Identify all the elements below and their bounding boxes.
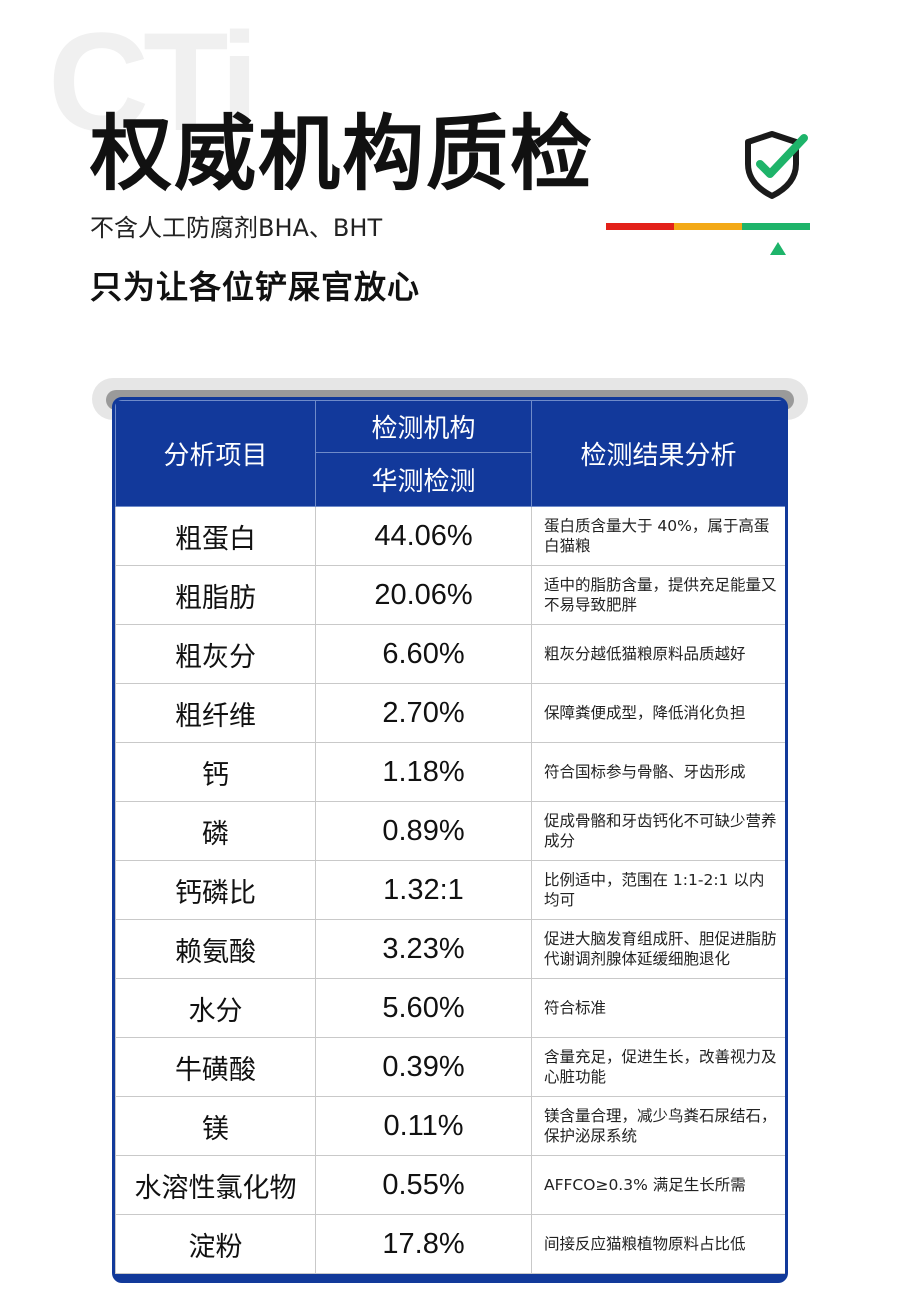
table-row: 水溶性氯化物 0.55% AFFCO≥0.3% 满足生长所需 — [115, 1155, 785, 1215]
header-item: 分析项目 — [115, 400, 316, 507]
row-item: 粗脂肪 — [115, 565, 316, 625]
table-row: 镁 0.11% 镁含量合理，减少鸟粪石尿结石，保护泌尿系统 — [115, 1096, 785, 1156]
rating-bar-green — [742, 223, 810, 230]
row-value: 0.55% — [315, 1155, 532, 1215]
table-row: 粗蛋白 44.06% 蛋白质含量大于 40%，属于高蛋白猫粮 — [115, 506, 785, 566]
row-value: 44.06% — [315, 506, 532, 566]
row-item: 淀粉 — [115, 1214, 316, 1274]
row-value: 0.89% — [315, 801, 532, 861]
row-value: 1.32:1 — [315, 860, 532, 920]
row-note: 符合国标参与骨骼、牙齿形成 — [531, 742, 785, 802]
rating-bar-red — [606, 223, 674, 230]
table-row: 赖氨酸 3.23% 促进大脑发育组成肝、胆促进脂肪代谢调剂腺体延缓细胞退化 — [115, 919, 785, 979]
header-result: 检测结果分析 — [531, 400, 785, 507]
test-results-table: 分析项目 检测机构 检测结果分析 华测检测 粗蛋白 44.06% 蛋白质含量大于 4… — [112, 397, 788, 1283]
background-logo: CTi — [48, 3, 259, 160]
row-note: 促进大脑发育组成肝、胆促进脂肪代谢调剂腺体延缓细胞退化 — [531, 919, 785, 979]
row-note: 镁含量合理，减少鸟粪石尿结石，保护泌尿系统 — [531, 1096, 785, 1156]
table-row: 钙磷比 1.32:1 比例适中，范围在 1:1-2:1 以内均可 — [115, 860, 785, 920]
table-row: 水分 5.60% 符合标准 — [115, 978, 785, 1038]
row-note: 促成骨骼和牙齿钙化不可缺少营养成分 — [531, 801, 785, 861]
row-note: 蛋白质含量大于 40%，属于高蛋白猫粮 — [531, 506, 785, 566]
table-body: 粗蛋白 44.06% 蛋白质含量大于 40%，属于高蛋白猫粮 粗脂肪 20.06% 适中的… — [115, 506, 785, 1274]
row-value: 2.70% — [315, 683, 532, 743]
header-agency-group: 检测机构 — [315, 400, 532, 453]
table-row: 淀粉 17.8% 间接反应猫粮植物原料占比低 — [115, 1214, 785, 1274]
row-item: 水溶性氯化物 — [115, 1155, 316, 1215]
row-note: 保障粪便成型，降低消化负担 — [531, 683, 785, 743]
tagline: 只为让各位铲屎官放心 — [90, 268, 421, 306]
page-title: 权威机构质检 — [90, 107, 595, 202]
row-note: 粗灰分越低猫粮原料品质越好 — [531, 624, 785, 684]
table-row: 钙 1.18% 符合国标参与骨骼、牙齿形成 — [115, 742, 785, 802]
table-row: 粗纤维 2.70% 保障粪便成型，降低消化负担 — [115, 683, 785, 743]
row-value: 3.23% — [315, 919, 532, 979]
rating-bar-orange — [674, 223, 742, 230]
row-note: 适中的脂肪含量，提供充足能量又不易导致肥胖 — [531, 565, 785, 625]
row-item: 粗纤维 — [115, 683, 316, 743]
row-note: 含量充足，促进生长，改善视力及心脏功能 — [531, 1037, 785, 1097]
row-item: 牛磺酸 — [115, 1037, 316, 1097]
table-row: 粗灰分 6.60% 粗灰分越低猫粮原料品质越好 — [115, 624, 785, 684]
table-row: 粗脂肪 20.06% 适中的脂肪含量，提供充足能量又不易导致肥胖 — [115, 565, 785, 625]
header-agency: 华测检测 — [315, 452, 532, 507]
row-note: 符合标准 — [531, 978, 785, 1038]
row-item: 钙 — [115, 742, 316, 802]
rating-pointer-icon — [770, 242, 786, 255]
row-item: 磷 — [115, 801, 316, 861]
row-value: 5.60% — [315, 978, 532, 1038]
table-row: 牛磺酸 0.39% 含量充足，促进生长，改善视力及心脏功能 — [115, 1037, 785, 1097]
row-item: 镁 — [115, 1096, 316, 1156]
subtitle: 不含人工防腐剂BHA、BHT — [90, 214, 383, 242]
row-item: 粗蛋白 — [115, 506, 316, 566]
row-note: 间接反应猫粮植物原料占比低 — [531, 1214, 785, 1274]
row-item: 水分 — [115, 978, 316, 1038]
row-value: 0.39% — [315, 1037, 532, 1097]
table-row: 磷 0.89% 促成骨骼和牙齿钙化不可缺少营养成分 — [115, 801, 785, 861]
shield-check-icon — [745, 131, 808, 199]
row-note: AFFCO≥0.3% 满足生长所需 — [531, 1155, 785, 1215]
row-value: 1.18% — [315, 742, 532, 802]
row-item: 赖氨酸 — [115, 919, 316, 979]
row-note: 比例适中，范围在 1:1-2:1 以内均可 — [531, 860, 785, 920]
row-value: 17.8% — [315, 1214, 532, 1274]
row-value: 6.60% — [315, 624, 532, 684]
row-item: 粗灰分 — [115, 624, 316, 684]
row-item: 钙磷比 — [115, 860, 316, 920]
row-value: 0.11% — [315, 1096, 532, 1156]
row-value: 20.06% — [315, 565, 532, 625]
